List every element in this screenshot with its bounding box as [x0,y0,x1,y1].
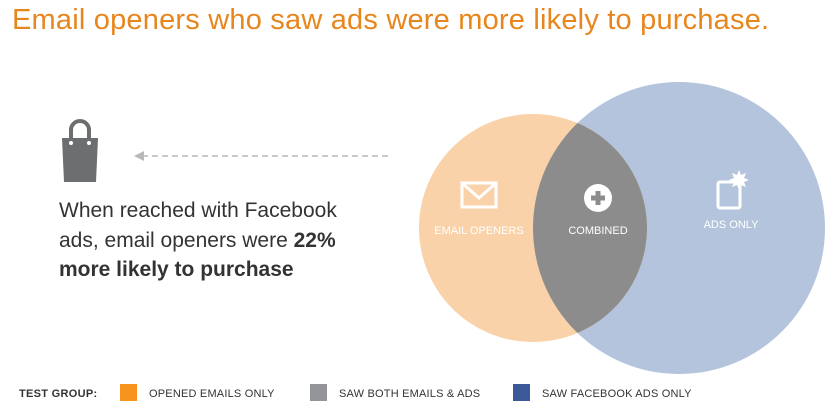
shopping-bag-icon [62,119,98,182]
combined-overlap [533,114,647,342]
legend-item-both: SAW BOTH EMAILS & ADS [339,388,481,400]
legend-item-email: OPENED EMAILS ONLY [149,388,275,400]
callout-plain: When reached with Facebook ads, email op… [59,199,337,252]
legend-swatch-ads [513,384,530,401]
callout-text: When reached with Facebook ads, email op… [59,196,359,285]
legend: TEST GROUP: OPENED EMAILS ONLY SAW BOTH … [0,384,837,404]
callout-bold: 22% more likely to purchase [59,228,336,282]
legend-title: TEST GROUP: [19,388,98,400]
email-openers-label: EMAIL OPENERS [434,225,523,237]
combined-label: COMBINED [568,225,627,237]
headline: Email openers who saw ads were more like… [12,4,770,36]
ad-badge-icon [716,170,749,210]
legend-swatch-both [310,384,327,401]
ads-only-label: ADS ONLY [704,219,759,231]
venn-diagram: EMAIL OPENERS COMBINED ADS ONLY [419,82,825,374]
legend-swatch-email [120,384,137,401]
envelope-icon [460,181,498,209]
legend-item-ads: SAW FACEBOOK ADS ONLY [542,388,692,400]
plus-circle-icon [584,184,612,212]
dashed-arrow-left [134,151,388,161]
